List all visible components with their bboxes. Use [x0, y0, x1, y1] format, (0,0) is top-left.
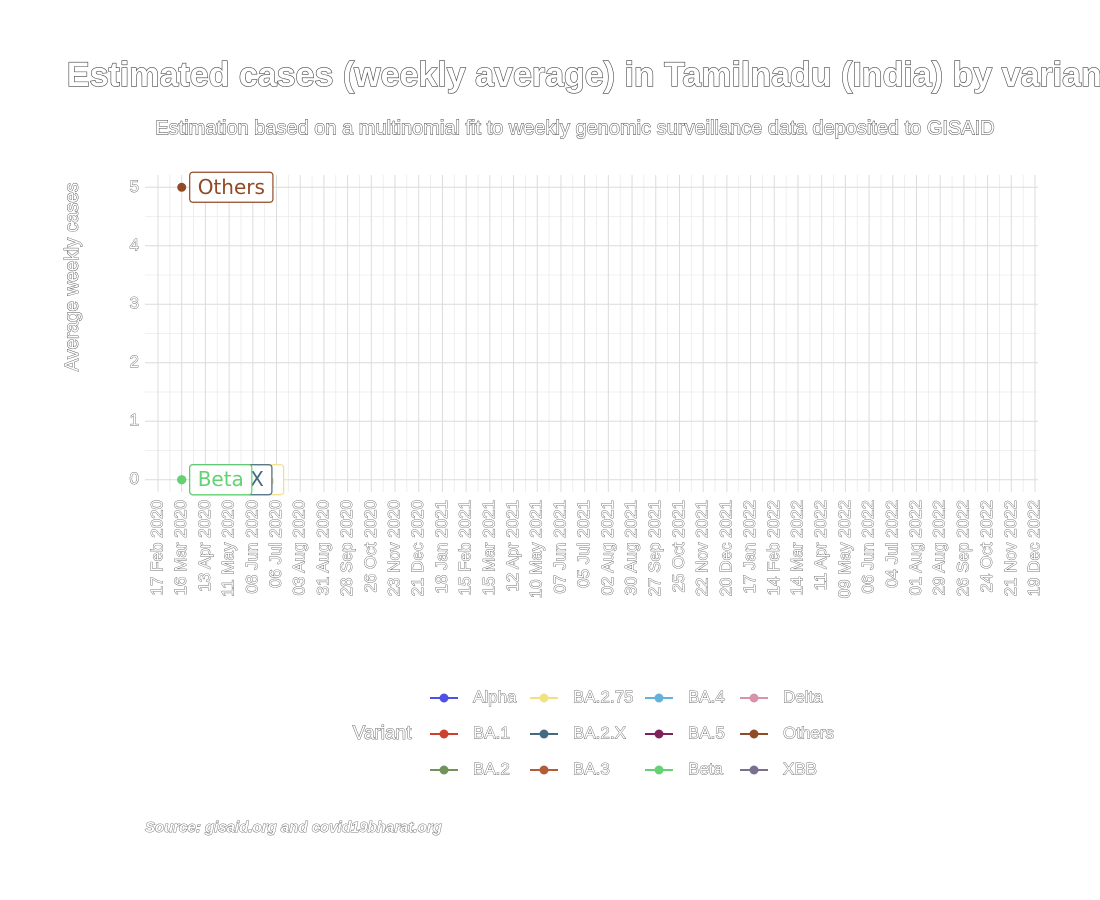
x-tick-label: 16 Mar 2020 — [171, 500, 190, 595]
legend-label: BA.5 — [688, 723, 725, 742]
x-tick-label: 21 Nov 2022 — [1001, 500, 1020, 596]
x-tick-label: 22 Nov 2021 — [693, 500, 712, 596]
legend-label: Others — [783, 723, 834, 742]
legend-label: BA.4 — [688, 687, 725, 706]
legend-swatch — [654, 729, 664, 739]
x-tick-label: 18 Jan 2021 — [432, 500, 451, 594]
x-tick-label: 17 Jan 2022 — [740, 500, 759, 594]
x-tick-label: 06 Jun 2022 — [859, 500, 878, 594]
x-tick-label: 27 Sep 2021 — [645, 500, 664, 596]
legend-swatch — [539, 765, 549, 775]
label-text: Others — [198, 175, 265, 199]
legend-label: Alpha — [473, 687, 517, 706]
x-tick-label: 15 Feb 2021 — [456, 500, 475, 595]
legend-label: Beta — [688, 759, 724, 778]
y-tick-label: 5 — [130, 177, 139, 196]
x-tick-label: 26 Sep 2022 — [953, 500, 972, 596]
x-tick-label: 30 Aug 2021 — [622, 500, 641, 595]
x-tick-label: 21 Dec 2020 — [408, 500, 427, 596]
x-tick-label: 12 Apr 2021 — [503, 500, 522, 592]
legend-label: BA.3 — [573, 759, 610, 778]
legend-label: Delta — [783, 687, 823, 706]
legend-label: BA.1 — [473, 723, 510, 742]
x-tick-label: 05 Jul 2021 — [574, 500, 593, 588]
x-tick-label: 07 Jun 2021 — [550, 500, 569, 594]
x-tick-label: 24 Oct 2022 — [977, 500, 996, 593]
x-tick-label: 19 Dec 2022 — [1024, 500, 1043, 596]
legend-swatch — [749, 729, 759, 739]
x-tick-label: 11 May 2020 — [219, 500, 238, 597]
legend-swatch — [539, 693, 549, 703]
legend-label: BA.2.75 — [573, 687, 634, 706]
x-tick-label: 14 Feb 2022 — [764, 500, 783, 595]
legend-swatch — [439, 693, 449, 703]
label-box — [189, 464, 253, 496]
legend-swatch — [539, 729, 549, 739]
x-tick-label: 28 Sep 2020 — [337, 500, 356, 596]
y-tick-label: 3 — [130, 294, 139, 313]
x-tick-label: 26 Oct 2020 — [361, 500, 380, 593]
label-text: Beta — [198, 467, 244, 491]
x-tick-label: 14 Mar 2022 — [787, 500, 806, 595]
legend-label: BA.2.X — [573, 723, 626, 742]
point — [177, 475, 187, 485]
x-tick-label: 11 Apr 2022 — [811, 500, 830, 590]
chart-subtitle: Estimation based on a multinomial fit to… — [155, 117, 994, 139]
x-tick-label: 10 May 2021 — [527, 500, 546, 598]
x-tick-label: 04 Jul 2022 — [882, 500, 901, 588]
x-tick-label: 29 Aug 2022 — [930, 500, 949, 595]
point-label: Others — [189, 171, 274, 203]
legend-label: BA.2 — [473, 759, 510, 778]
y-tick-label: 1 — [130, 411, 139, 430]
legend-swatch — [654, 693, 664, 703]
x-tick-label: 02 Aug 2021 — [598, 500, 617, 595]
x-tick-label: 03 Aug 2020 — [290, 500, 309, 595]
label-box — [189, 171, 274, 203]
legend-swatch — [749, 693, 759, 703]
legend-swatch — [654, 765, 664, 775]
x-tick-label: 15 Mar 2021 — [479, 500, 498, 595]
x-tick-label: 06 Jul 2020 — [266, 500, 285, 588]
y-axis-label: Average weekly cases — [62, 183, 83, 372]
legend-label: XBB — [783, 759, 817, 778]
x-tick-label: 31 Aug 2020 — [313, 500, 332, 595]
x-tick-label: 08 Jun 2020 — [242, 500, 261, 594]
y-tick-label: 4 — [130, 235, 139, 254]
legend-title: Variant — [353, 723, 413, 744]
chart-title: Estimated cases (weekly average) in Tami… — [67, 56, 1100, 94]
caption: Source: gisaid.org and covid19bharat.org — [145, 819, 442, 836]
x-tick-label: 01 Aug 2022 — [906, 500, 925, 595]
y-tick-label: 2 — [130, 352, 139, 371]
x-tick-label: 20 Dec 2021 — [716, 500, 735, 596]
legend-swatch — [439, 765, 449, 775]
y-tick-label: 0 — [130, 469, 139, 488]
point — [177, 182, 187, 192]
legend-swatch — [439, 729, 449, 739]
x-tick-label: 23 Nov 2020 — [385, 500, 404, 596]
x-tick-label: 17 Feb 2020 — [147, 500, 166, 595]
x-tick-label: 13 Apr 2020 — [195, 500, 214, 592]
x-tick-label: 25 Oct 2021 — [669, 500, 688, 593]
x-tick-label: 09 May 2022 — [835, 500, 854, 598]
legend-swatch — [749, 765, 759, 775]
point-label: Beta — [189, 464, 253, 496]
